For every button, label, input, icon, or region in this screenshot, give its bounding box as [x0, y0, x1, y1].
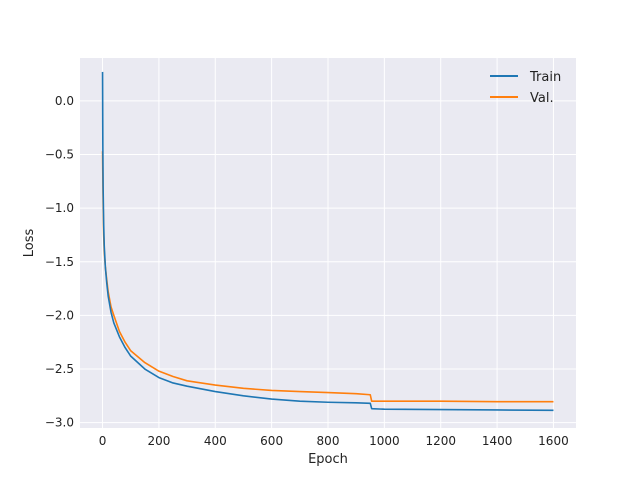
y-tick-label: −0.5 [45, 148, 74, 162]
x-tick-label: 1600 [538, 434, 569, 448]
x-tick-label: 1000 [369, 434, 400, 448]
x-tick-label: 800 [317, 434, 340, 448]
y-tick-label: −2.5 [45, 362, 74, 376]
legend-label: Val. [530, 91, 554, 106]
x-axis-label: Epoch [308, 452, 348, 467]
grid [80, 58, 576, 428]
y-tick-label: −1.0 [45, 201, 74, 215]
x-tick-label: 400 [204, 434, 227, 448]
legend: Train Val. [490, 70, 561, 106]
x-tick-label: 600 [260, 434, 283, 448]
y-tick-label: 0.0 [55, 94, 74, 108]
x-tick-label: 1200 [425, 434, 456, 448]
y-tick-label: −1.5 [45, 255, 74, 269]
x-tick-labels: 0 200 400 600 800 1000 1200 1400 1600 [99, 434, 569, 448]
x-tick-label: 0 [99, 434, 107, 448]
series-layer [101, 71, 554, 412]
y-tick-label: −2.0 [45, 308, 74, 322]
x-tick-label: 200 [147, 434, 170, 448]
series-line-train [101, 71, 554, 412]
y-tick-labels: 0.0 −0.5 −1.0 −1.5 −2.0 −2.5 −3.0 [45, 94, 74, 430]
y-tick-label: −3.0 [45, 416, 74, 430]
x-tick-label: 1400 [482, 434, 513, 448]
y-axis-label: Loss [22, 229, 37, 258]
legend-label: Train [529, 70, 561, 85]
